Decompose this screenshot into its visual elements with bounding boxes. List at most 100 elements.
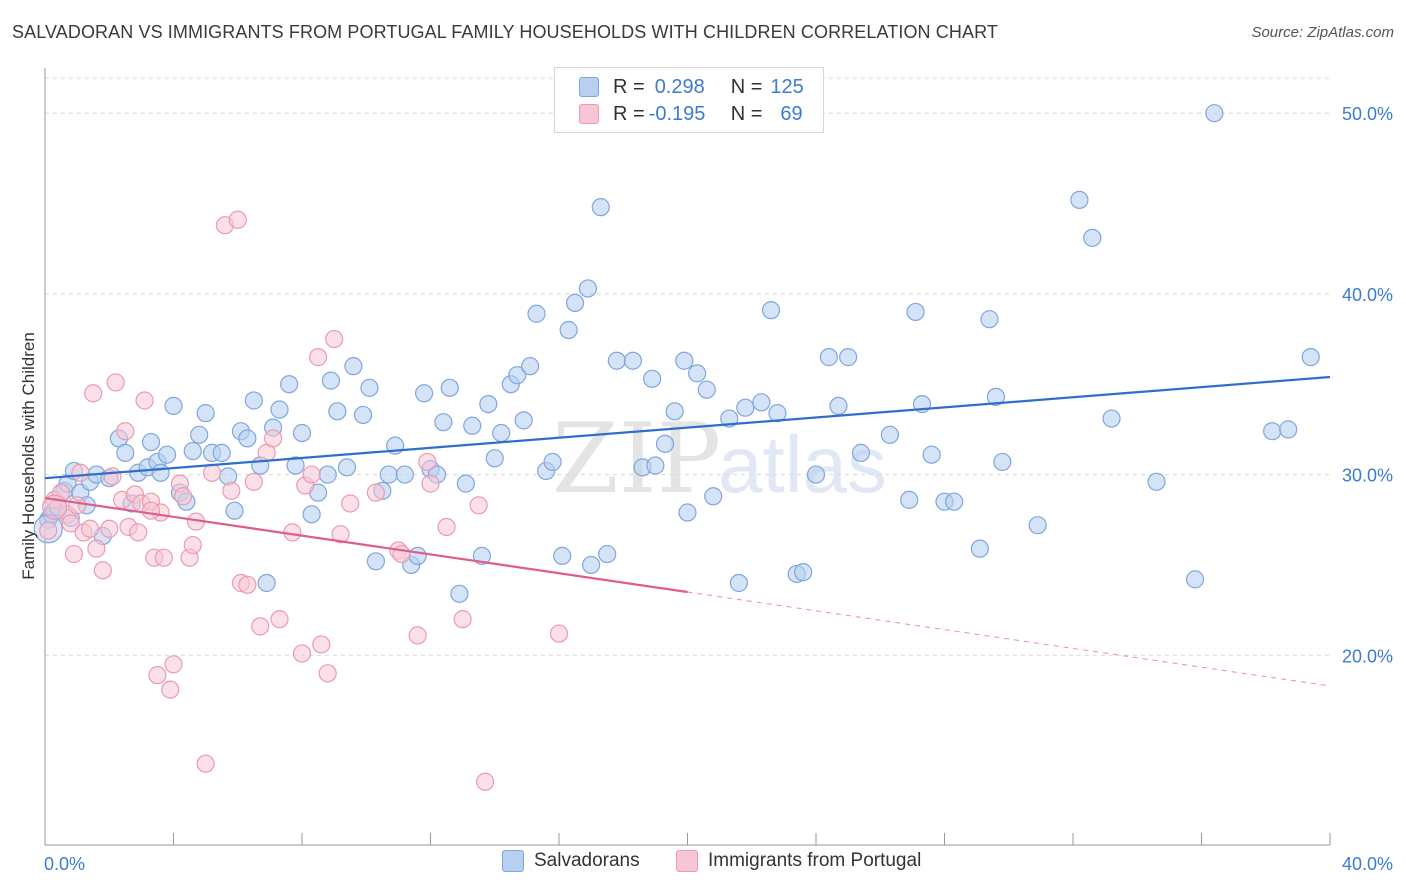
x-tick-label: 40.0%: [1342, 854, 1393, 874]
portugal-point: [222, 481, 241, 500]
legend-item-salvadorans: Salvadorans: [502, 850, 640, 872]
portugal-point: [302, 465, 321, 484]
salvadoran-point: [302, 505, 321, 524]
x-tick-label: 0.0%: [44, 854, 85, 874]
portugal-point: [202, 463, 222, 482]
salvadoran-point: [514, 411, 533, 430]
legend-row-salvadorans: R = 0.298 N = 125: [579, 74, 804, 100]
salvadoran-point: [360, 378, 379, 397]
salvadoran-point: [839, 348, 858, 367]
series-legend: Salvadorans Immigrants from Portugal: [0, 850, 1406, 878]
salvadoran-point: [688, 364, 707, 383]
salvadoran-point: [1301, 348, 1320, 367]
portugal-point: [154, 548, 173, 567]
legend-item-portugal: Immigrants from Portugal: [676, 850, 921, 872]
portugal-point: [135, 391, 154, 410]
salvadoran-point: [238, 429, 257, 448]
salvadoran-point: [1070, 190, 1089, 210]
legend-r-value: -0.195: [648, 102, 706, 125]
salvadoran-point: [379, 465, 398, 484]
portugal-point: [453, 610, 472, 629]
portugal-point: [106, 373, 125, 392]
salvadoran-point: [806, 465, 826, 484]
salvadoran-point: [450, 584, 469, 603]
portugal-point: [476, 772, 495, 791]
portugal-point: [174, 487, 193, 506]
portugal-point: [164, 655, 183, 674]
portugal-trend-extension: [687, 591, 1331, 687]
tick-labels: 20.0% 30.0% 40.0% 50.0% 0.0% 40.0%: [44, 104, 1393, 874]
portugal-point: [87, 539, 106, 558]
salvadoran-point: [880, 425, 899, 444]
portugal-point: [61, 514, 80, 533]
salvadoran-point: [900, 490, 919, 509]
salvadoran-point: [366, 552, 385, 571]
portugal-point: [392, 544, 411, 564]
portugal-trend-line: [44, 496, 688, 594]
portugal-point: [39, 521, 58, 540]
portugal-point: [308, 348, 328, 367]
portugal-point: [469, 496, 488, 515]
portugal-point: [341, 494, 360, 513]
salvadoran-point: [527, 304, 546, 323]
portugal-point: [238, 575, 257, 594]
salvadoran-point: [970, 539, 989, 558]
legend-swatch-pink: [579, 104, 599, 124]
salvadoran-point: [598, 544, 617, 564]
salvadoran-point: [980, 310, 999, 329]
salvadoran-point: [922, 445, 941, 464]
salvadoran-point: [578, 279, 598, 298]
portugal-point: [418, 452, 437, 472]
portugal-point: [116, 422, 135, 441]
salvadoran-point: [729, 573, 749, 593]
correlation-legend: R = 0.298 N = 125 R = -0.195 N = 69: [554, 67, 824, 133]
salvadoran-point: [851, 443, 871, 462]
y-tick-label: 50.0%: [1342, 104, 1393, 124]
salvadoran-point: [582, 555, 601, 575]
portugal-point: [549, 624, 569, 643]
legend-n-label: N =: [730, 102, 763, 125]
portugal-point: [148, 666, 167, 685]
portugal-point: [84, 384, 103, 403]
y-tick-label: 30.0%: [1342, 466, 1393, 486]
salvadoran-point: [190, 425, 209, 444]
salvadoran-point: [1102, 409, 1121, 428]
portugal-point: [292, 644, 312, 663]
portugal-point: [129, 523, 148, 542]
portugal-points: [39, 210, 569, 791]
watermark: ZIP atlas: [552, 403, 887, 515]
salvadoran-point: [675, 351, 694, 370]
portugal-point: [141, 501, 161, 520]
portugal-point: [80, 519, 100, 538]
salvadoran-point: [993, 452, 1012, 472]
salvadoran-point: [116, 443, 135, 462]
y-tick-label: 20.0%: [1342, 646, 1393, 666]
y-axis-label: Family Households with Children: [19, 332, 38, 580]
axes: [44, 68, 1331, 846]
salvadoran-point: [196, 404, 215, 423]
salvadoran-point: [395, 465, 414, 484]
portugal-point: [366, 483, 385, 502]
salvadoran-point: [286, 456, 305, 475]
salvadoran-point: [151, 463, 170, 482]
salvadoran-point: [794, 563, 813, 582]
salvadoran-point: [829, 396, 848, 416]
portugal-point: [437, 517, 456, 537]
salvadoran-point: [1205, 104, 1224, 123]
portugal-point: [244, 472, 263, 491]
legend-n-value: 125: [770, 75, 804, 98]
portugal-point: [103, 467, 122, 486]
salvadoran-point: [543, 452, 562, 472]
legend-swatch-pink: [676, 850, 698, 872]
salvadoran-point: [270, 400, 289, 419]
salvadoran-point: [559, 320, 578, 340]
portugal-point: [93, 561, 112, 580]
salvadoran-point: [414, 384, 434, 403]
legend-swatch-blue: [579, 77, 599, 97]
legend-n-value: 69: [780, 102, 803, 125]
portugal-point: [228, 210, 247, 229]
watermark-zip: ZIP: [552, 403, 721, 515]
salvadoran-point: [292, 423, 312, 443]
portugal-point: [421, 474, 440, 493]
salvadoran-point: [141, 432, 161, 452]
